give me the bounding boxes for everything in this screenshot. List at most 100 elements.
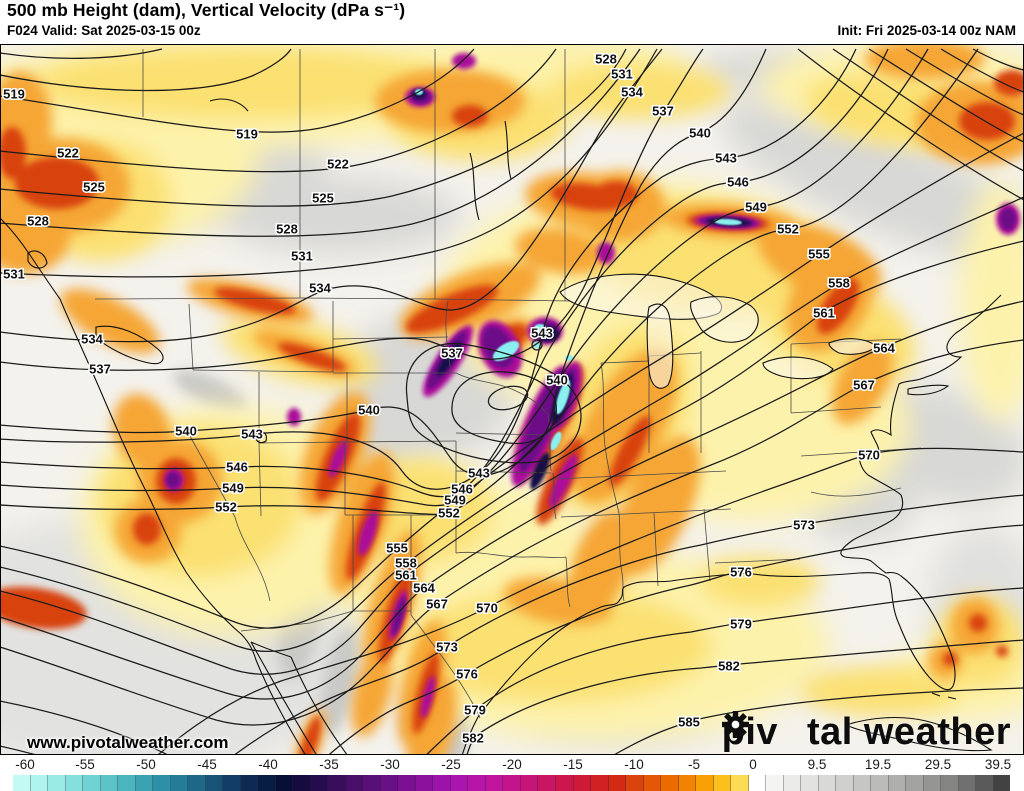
contour-label: 552	[777, 222, 799, 237]
colorbar-tick: 0	[749, 757, 757, 772]
colorbar-cell	[731, 775, 749, 791]
contour-label: 558	[828, 276, 850, 291]
contour-label: 534	[621, 85, 643, 100]
colorbar-cell	[608, 775, 627, 791]
colorbar: -60 -55 -50 -45 -40 -35 -30 -25 -20 -15 -10 -5 0 9.5 1…	[0, 755, 1024, 791]
colorbar-cell	[223, 775, 241, 791]
colorbar-cell	[205, 775, 224, 791]
contour-label: 585	[678, 715, 700, 730]
contour-label: 582	[462, 731, 484, 746]
contour-label: 555	[386, 541, 408, 556]
colorbar-tick: -50	[136, 757, 156, 772]
init-time-label: Init: Fri 2025-03-14 00z NAM	[837, 23, 1016, 38]
colorbar-cell	[240, 775, 259, 791]
colorbar-cell	[135, 775, 154, 791]
colorbar-cell	[380, 775, 399, 791]
contour-label: 552	[438, 506, 460, 521]
contour-label: 537	[89, 362, 111, 377]
contour-label: 519	[236, 127, 258, 142]
header: 500 mb Height (dam), Vertical Velocity (…	[0, 0, 1024, 44]
contour-label: 570	[476, 601, 498, 616]
gear-icon	[721, 711, 806, 748]
great-lakes	[559, 273, 877, 389]
colorbar-cell	[836, 775, 854, 791]
height-contours	[1, 48, 1023, 754]
colorbar-cell	[923, 775, 942, 791]
colorbar-cell	[363, 775, 381, 791]
colorbar-tick: -10	[624, 757, 644, 772]
contour-label: 564	[413, 581, 435, 596]
colorbar-cell	[153, 775, 171, 791]
colorbar-cell	[661, 775, 679, 791]
colorbar-tick: -40	[258, 757, 278, 772]
colorbar-tick: 39.5	[984, 757, 1012, 772]
colorbar-tick-labels: -60 -55 -50 -45 -40 -35 -30 -25 -20 -15 -10 -5 0 9.5 1…	[0, 755, 1024, 775]
colorbar-cell	[976, 775, 994, 791]
watermark: www.pivotalweather.com	[27, 733, 229, 752]
colorbar-tick: -45	[197, 757, 217, 772]
colorbar-cell	[871, 775, 889, 791]
colorbar-tick: 29.5	[924, 757, 952, 772]
contour-label: 573	[793, 518, 815, 533]
colorbar-cell	[503, 775, 521, 791]
contour-label: 576	[456, 667, 478, 682]
colorbar-cell	[345, 775, 364, 791]
colorbar-tick: -5	[687, 757, 701, 772]
colorbar-cell	[818, 775, 837, 791]
colorbar-cell	[415, 775, 434, 791]
contour-label: 573	[436, 640, 458, 655]
contour-label: 531	[3, 267, 25, 282]
colorbar-tick: -30	[380, 757, 400, 772]
colorbar-tick: -25	[441, 757, 461, 772]
contour-label: 543	[715, 151, 737, 166]
colorbar-cell	[170, 775, 189, 791]
contour-label: 561	[395, 568, 417, 583]
colorbar-cell	[293, 775, 311, 791]
colorbar-cell	[941, 775, 959, 791]
map-panel: 519 519 522 522 525 525 528 528 528 531 531 531 534 5…	[0, 44, 1024, 755]
page-title: 500 mb Height (dam), Vertical Velocity (…	[7, 0, 406, 20]
contour-label: 540	[546, 373, 568, 388]
colorbar-cell	[906, 775, 924, 791]
colorbar-cell	[433, 775, 451, 791]
valid-time-label: F024 Valid: Sat 2025-03-15 00z	[7, 23, 201, 38]
colorbar-cell	[573, 775, 592, 791]
contour-label: 552	[215, 500, 237, 515]
colorbar-cell	[258, 775, 276, 791]
contour-label: 540	[689, 126, 711, 141]
weather-map: 5195195225225255255285285285315315315345…	[1, 45, 1023, 754]
contour-label: 549	[222, 481, 244, 496]
contour-label: 540	[358, 403, 380, 418]
colorbar-cell	[993, 775, 1011, 791]
colorbar-tick: -35	[319, 757, 339, 772]
colorbar-cell	[538, 775, 556, 791]
contour-labels: 5195195225225255255285285285315315315345…	[2, 50, 897, 747]
colorbar-cell	[30, 775, 49, 791]
contour-label: 528	[276, 222, 298, 237]
colorbar-cell	[48, 775, 66, 791]
colorbar-cell	[485, 775, 504, 791]
contour-label: 543	[468, 466, 490, 481]
colorbar-tick: 9.5	[807, 757, 827, 772]
contour-label: 546	[727, 175, 749, 190]
contour-label: 555	[808, 247, 830, 262]
colorbar-cell	[766, 775, 784, 791]
contour-label: 525	[312, 191, 334, 206]
colorbar-cell	[275, 775, 294, 791]
contour-label: 522	[57, 146, 79, 161]
colorbar-cell	[468, 775, 486, 791]
colorbar-tick: 19.5	[864, 757, 892, 772]
colorbar-cell	[643, 775, 662, 791]
colorbar-cell	[555, 775, 574, 791]
logo-text-weather: weather	[863, 711, 1011, 753]
contour-label: 582	[718, 659, 740, 674]
contour-label: 531	[291, 249, 313, 264]
colorbar-cell	[13, 775, 31, 791]
colorbar-cell	[450, 775, 469, 791]
contour-label: 531	[611, 67, 633, 82]
contour-label: 564	[873, 341, 895, 356]
colorbar-cell	[328, 775, 346, 791]
colorbar-cell	[958, 775, 977, 791]
contour-label: 570	[858, 448, 880, 463]
